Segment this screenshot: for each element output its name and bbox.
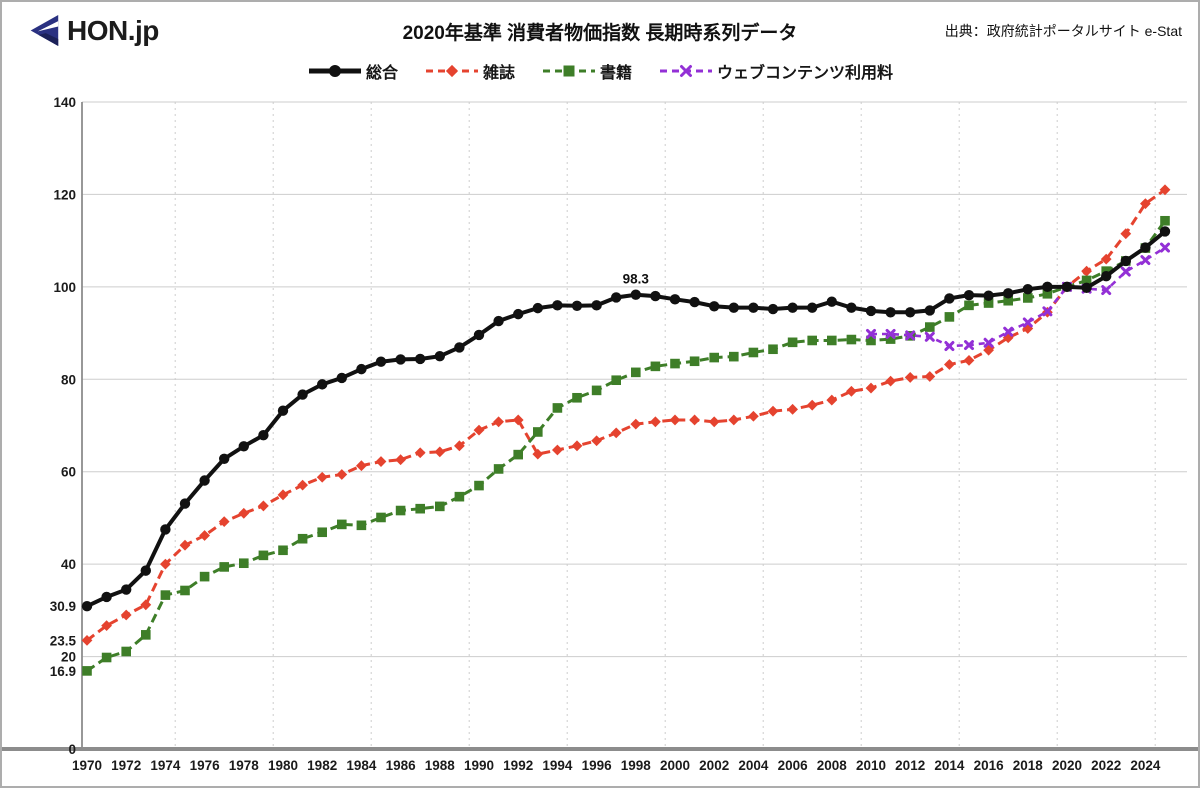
x-tick-label: 1998 bbox=[621, 758, 652, 773]
x-tick-label: 2000 bbox=[660, 758, 690, 773]
legend-label-shoseki: 書籍 bbox=[600, 65, 633, 82]
legend: 総合 雑誌 書籍 ウェブコンテンツ利用料 bbox=[2, 59, 1198, 83]
x-tick-label: 1986 bbox=[386, 758, 417, 773]
series-総合 bbox=[81, 226, 1171, 612]
y-tick-label: 23.5 bbox=[50, 633, 77, 648]
x-tick-label: 2014 bbox=[934, 758, 965, 773]
legend-item-shoseki: 書籍 bbox=[541, 59, 632, 83]
x-tick-label: 2004 bbox=[738, 758, 769, 773]
legend-label-web: ウェブコンテンツ利用料 bbox=[717, 65, 894, 82]
annotation: 98.3 bbox=[623, 272, 650, 287]
x-tick-label: 1976 bbox=[190, 758, 221, 773]
gridlines bbox=[82, 101, 1187, 749]
y-tick-label: 140 bbox=[53, 95, 76, 110]
x-tick-label: 1996 bbox=[582, 758, 613, 773]
x-tick-label: 2018 bbox=[1013, 758, 1044, 773]
x-tick-label: 2022 bbox=[1091, 758, 1121, 773]
x-tick-label: 1988 bbox=[425, 758, 456, 773]
y-tick-label: 100 bbox=[53, 280, 76, 295]
x-axis-labels: 1970 1972 1974 1976 1978 1980 1982 1984 1986 1988… bbox=[72, 758, 1161, 773]
axes bbox=[2, 102, 1198, 751]
x-tick-label: 1970 bbox=[72, 758, 102, 773]
y-axis-labels: 0 20 40 60 80 100 120 140 30.9 23.5 16.9 bbox=[50, 95, 77, 757]
x-tick-label: 2020 bbox=[1052, 758, 1082, 773]
series-書籍 bbox=[82, 215, 1170, 676]
x-tick-label: 2008 bbox=[817, 758, 848, 773]
x-tick-label: 1980 bbox=[268, 758, 298, 773]
series-雑誌 bbox=[81, 184, 1171, 646]
x-tick-label: 1990 bbox=[464, 758, 494, 773]
peak-annotation: 98.3 bbox=[623, 272, 650, 287]
x-tick-label: 2016 bbox=[974, 758, 1005, 773]
source-credit: 出典：政府統計ポータルサイト e-Stat bbox=[944, 23, 1182, 39]
legend-label-zasshi: 雑誌 bbox=[482, 65, 515, 82]
y-tick-label: 0 bbox=[68, 742, 76, 757]
legend-swatch-sogo-icon bbox=[308, 65, 361, 77]
y-tick-label: 20 bbox=[61, 650, 76, 665]
legend-item-web: ウェブコンテンツ利用料 bbox=[658, 59, 893, 83]
legend-swatch-web-icon bbox=[660, 65, 713, 77]
y-tick-label: 16.9 bbox=[50, 664, 76, 679]
x-tick-label: 2012 bbox=[895, 758, 925, 773]
x-tick-label: 2002 bbox=[699, 758, 729, 773]
x-tick-label: 1982 bbox=[307, 758, 337, 773]
y-tick-label: 80 bbox=[61, 372, 76, 387]
legend-item-sogo: 総合 bbox=[307, 59, 398, 83]
legend-label-sogo: 総合 bbox=[365, 65, 398, 82]
x-tick-label: 1992 bbox=[503, 758, 533, 773]
page-title: 2020年基準 消費者物価指数 長期時系列データ bbox=[402, 23, 798, 44]
x-tick-label: 1994 bbox=[542, 758, 573, 773]
x-tick-label: 1974 bbox=[150, 758, 181, 773]
x-tick-label: 2024 bbox=[1130, 758, 1161, 773]
x-tick-label: 2010 bbox=[856, 758, 886, 773]
x-tick-label: 1978 bbox=[229, 758, 260, 773]
y-tick-label: 60 bbox=[61, 465, 76, 480]
y-tick-label: 40 bbox=[61, 557, 76, 572]
legend-swatch-zasshi-icon bbox=[425, 64, 478, 78]
hon-jp-logo: HON.jp bbox=[28, 12, 159, 49]
hon-jp-logo-icon bbox=[30, 14, 59, 47]
y-tick-label: 30.9 bbox=[50, 599, 76, 614]
x-tick-label: 2006 bbox=[778, 758, 809, 773]
legend-swatch-shoseki-icon bbox=[543, 65, 595, 77]
y-tick-label: 120 bbox=[53, 187, 76, 202]
x-tick-label: 1972 bbox=[111, 758, 141, 773]
legend-item-zasshi: 雑誌 bbox=[424, 59, 515, 83]
x-tick-label: 1984 bbox=[346, 758, 377, 773]
logo-text: HON.jp bbox=[67, 14, 159, 46]
